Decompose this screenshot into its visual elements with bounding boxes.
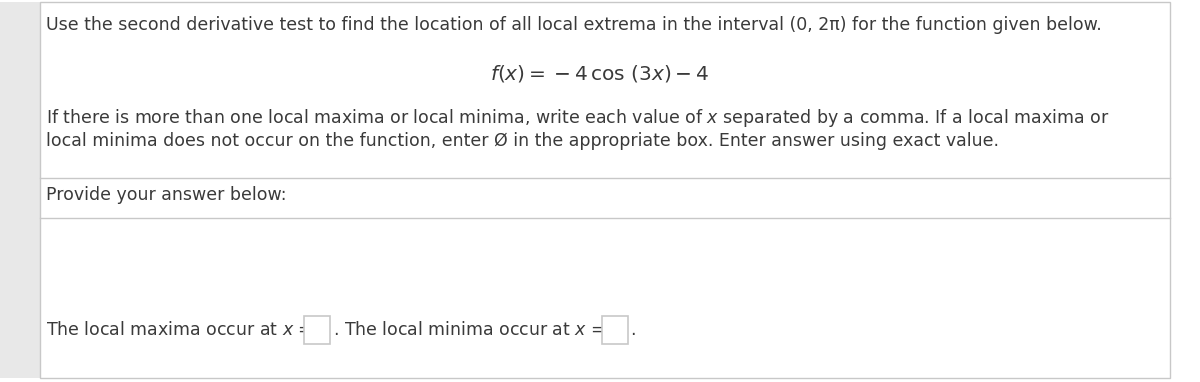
- Text: The local minima occur at $x$ =: The local minima occur at $x$ =: [344, 321, 607, 339]
- Text: The local maxima occur at $x$ =: The local maxima occur at $x$ =: [46, 321, 314, 339]
- Text: .: .: [334, 321, 338, 339]
- Bar: [0, 2, 40, 378]
- Text: local minima does not occur on the function, enter Ø in the appropriate box. Ent: local minima does not occur on the funct…: [46, 132, 998, 150]
- Text: Use the second derivative test to find the location of all local extrema in the : Use the second derivative test to find t…: [46, 16, 1102, 34]
- Text: $f(x) = -4\,\cos\,(3x) - 4$: $f(x) = -4\,\cos\,(3x) - 4$: [491, 63, 709, 84]
- Bar: [602, 316, 628, 344]
- Text: .: .: [630, 321, 636, 339]
- Bar: [304, 316, 330, 344]
- Text: If there is more than one local maxima or local minima, write each value of $x$ : If there is more than one local maxima o…: [46, 107, 1109, 129]
- Text: Provide your answer below:: Provide your answer below:: [46, 186, 287, 204]
